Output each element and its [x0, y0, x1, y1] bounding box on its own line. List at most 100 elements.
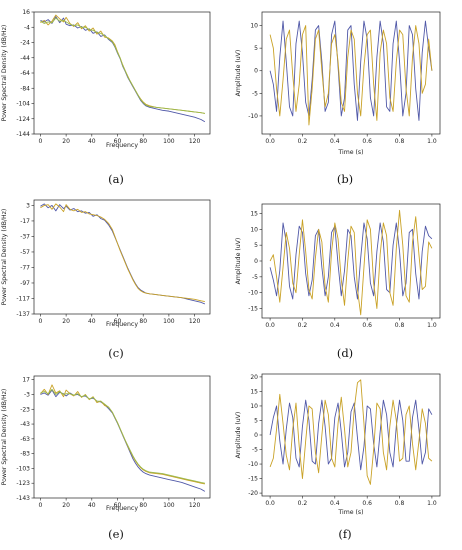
- x-tick-label: 0.2: [298, 138, 308, 145]
- chart-b-svg: 0.0 0.2 0.4 0.6 0.8 1.0 10 5 0 -5 -10 Time (s) Ampli…: [235, 11, 441, 156]
- x-tick-label: 0: [39, 138, 43, 145]
- series-line-blue: [40, 203, 206, 305]
- y-tick-label: -84: [20, 85, 30, 92]
- caption-f: (f): [338, 527, 352, 541]
- series-line-green: [40, 17, 205, 114]
- y-tick-label: -104: [16, 101, 30, 108]
- x-axis-label: Frequency: [106, 142, 138, 149]
- y-tick-label: -24: [20, 40, 30, 47]
- y-tick-label: -10: [248, 290, 258, 297]
- series-line-blue: [40, 16, 206, 123]
- x-tick-label: 0.6: [362, 500, 372, 507]
- x-tick-label: 0.8: [395, 500, 405, 507]
- x-tick-label: 60: [114, 502, 122, 509]
- x-tick-label: 0.2: [298, 322, 308, 329]
- y-tick-label: -137: [16, 311, 30, 318]
- x-tick-label: 120: [189, 318, 201, 325]
- y-tick-label: -37: [20, 233, 30, 240]
- y-tick-label: -117: [16, 295, 30, 302]
- y-tick-label: -123: [16, 480, 30, 487]
- x-tick-label: 0.4: [330, 322, 340, 329]
- x-tick-label: 0.0: [265, 322, 275, 329]
- x-tick-label: 0.6: [362, 138, 372, 145]
- x-tick-label: 0: [39, 318, 43, 325]
- y-tick-label: -97: [20, 280, 30, 287]
- plot-frame: [261, 203, 441, 319]
- x-tick-label: 60: [114, 318, 122, 325]
- y-tick-label: -5: [252, 90, 258, 97]
- x-tick-label: 100: [163, 138, 175, 145]
- y-tick-label: -44: [20, 55, 30, 62]
- series-line-blue: [269, 222, 433, 300]
- x-tick-label: 60: [114, 138, 122, 145]
- x-tick-label: 0.2: [298, 500, 308, 507]
- series-line-gold: [269, 25, 433, 126]
- y-tick-label: 10: [250, 226, 258, 233]
- caption-b: (b): [336, 172, 354, 186]
- x-tick-label: 0.8: [395, 322, 405, 329]
- y-tick-label: -64: [20, 70, 30, 77]
- series-line-gold: [40, 203, 205, 303]
- y-tick-label: 0: [254, 68, 258, 75]
- y-tick-label: -20: [248, 490, 258, 497]
- y-tick-label: 20: [250, 374, 258, 381]
- y-tick-label: 0: [254, 258, 258, 265]
- y-tick-label: 15: [250, 388, 258, 395]
- chart-c-svg: 0 20 40 60 80 100 120 3 -17 -37 -57 -77 -97 -117 -137 F…: [1, 199, 211, 328]
- series-line-blue: [40, 389, 206, 492]
- x-tick-label: 40: [88, 318, 96, 325]
- y-axis-label: Amplitude (uV): [235, 238, 242, 285]
- plot-frame: [33, 375, 211, 499]
- y-tick-label: -143: [16, 495, 30, 502]
- plot-frame: [33, 11, 211, 135]
- x-tick-label: 0.8: [395, 138, 405, 145]
- y-tick-label: -124: [16, 116, 30, 123]
- x-tick-label: 120: [189, 138, 201, 145]
- chart-panel-f: 0.0 0.2 0.4 0.6 0.8 1.0 20 15 10 5 0 -5 -10 -15 -20 Tim…: [232, 368, 458, 520]
- y-tick-label: -15: [248, 476, 258, 483]
- y-axis-label: Amplitude (uV): [235, 50, 242, 97]
- x-tick-label: 100: [163, 502, 175, 509]
- y-tick-label: 17: [22, 377, 30, 384]
- x-tick-label: 1.0: [427, 138, 437, 145]
- y-tick-label: 5: [254, 45, 258, 52]
- x-tick-label: 0.6: [362, 322, 372, 329]
- chart-d-svg: 0.0 0.2 0.4 0.6 0.8 1.0 15 10 5 0 -5 -10 -15 Amplitud…: [235, 203, 441, 329]
- y-tick-label: 5: [254, 242, 258, 249]
- y-tick-label: -63: [20, 436, 30, 443]
- series-line-blue: [269, 20, 433, 121]
- y-tick-label: -4: [24, 24, 30, 31]
- x-tick-label: 20: [62, 502, 70, 509]
- series-line-green: [40, 388, 205, 484]
- y-tick-label: -77: [20, 264, 30, 271]
- y-tick-label: -5: [252, 274, 258, 281]
- x-tick-label: 0.0: [265, 138, 275, 145]
- x-axis-label: Frequency: [106, 321, 138, 328]
- y-tick-label: 10: [250, 403, 258, 410]
- caption-e: (e): [108, 527, 124, 541]
- x-tick-label: 0.4: [330, 500, 340, 507]
- y-tick-label: -17: [20, 218, 30, 225]
- y-axis-label: Power Spectral Density (dB/Hz): [1, 209, 8, 306]
- x-axis-label: Frequency: [106, 505, 138, 512]
- x-tick-label: 1.0: [427, 500, 437, 507]
- y-tick-label: 16: [22, 9, 30, 16]
- y-tick-label: 3: [26, 202, 30, 209]
- y-tick-label: -10: [248, 113, 258, 120]
- chart-a-svg: 0 20 40 60 80 100 120 16 -4 -24 -44 -64 -84 -104 -124 -…: [1, 9, 211, 149]
- chart-panel-d: 0.0 0.2 0.4 0.6 0.8 1.0 15 10 5 0 -5 -10 -15 Amplitud…: [232, 192, 458, 342]
- y-axis-label: Amplitude (uV): [235, 412, 242, 459]
- chart-panel-c: 0 20 40 60 80 100 120 3 -17 -37 -57 -77 -97 -117 -137 F…: [0, 192, 220, 342]
- x-tick-label: 20: [62, 138, 70, 145]
- y-tick-label: -3: [24, 391, 30, 398]
- y-tick-label: -23: [20, 406, 30, 413]
- y-tick-label: 15: [250, 211, 258, 218]
- y-tick-label: -103: [16, 465, 30, 472]
- x-tick-label: 100: [163, 318, 175, 325]
- x-tick-label: 40: [88, 502, 96, 509]
- x-tick-label: 80: [139, 502, 147, 509]
- x-tick-label: 0.0: [265, 500, 275, 507]
- chart-e-svg: 0 20 40 60 80 100 120 17 -3 -23 -43 -63 -83 -103 -123 -…: [1, 375, 211, 512]
- caption-d: (d): [336, 346, 354, 360]
